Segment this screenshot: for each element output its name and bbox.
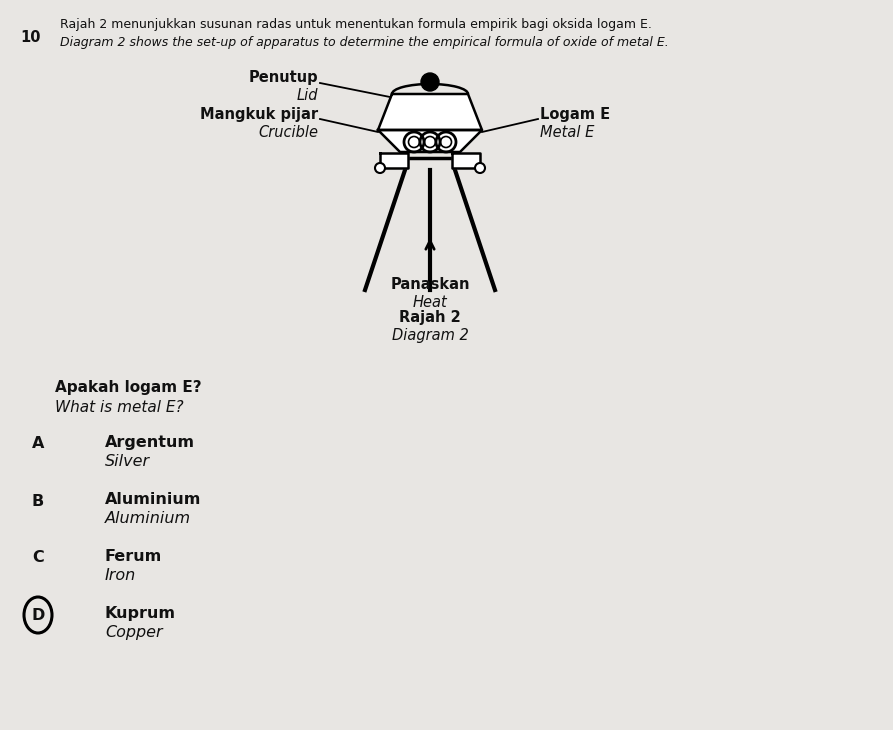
Text: Kuprum: Kuprum: [105, 606, 176, 621]
Circle shape: [421, 73, 439, 91]
Text: Rajah 2: Rajah 2: [399, 310, 461, 325]
Text: What is metal E?: What is metal E?: [55, 400, 184, 415]
Text: Diagram 2 shows the set-up of apparatus to determine the empirical formula of ox: Diagram 2 shows the set-up of apparatus …: [60, 36, 669, 49]
Text: Heat: Heat: [413, 295, 447, 310]
Text: Panaskan: Panaskan: [390, 277, 470, 292]
Text: Metal E: Metal E: [540, 125, 595, 140]
Text: Rajah 2 menunjukkan susunan radas untuk menentukan formula empirik bagi oksida l: Rajah 2 menunjukkan susunan radas untuk …: [60, 18, 652, 31]
Text: B: B: [32, 493, 44, 509]
Circle shape: [475, 163, 485, 173]
Text: Aluminium: Aluminium: [105, 492, 202, 507]
Text: Argentum: Argentum: [105, 435, 195, 450]
Polygon shape: [378, 94, 482, 130]
Circle shape: [375, 163, 385, 173]
Text: Crucible: Crucible: [258, 125, 318, 140]
Polygon shape: [380, 153, 408, 168]
Polygon shape: [378, 130, 482, 152]
Text: C: C: [32, 550, 44, 566]
Polygon shape: [452, 153, 480, 168]
Text: Lid: Lid: [296, 88, 318, 103]
Text: Diagram 2: Diagram 2: [392, 328, 468, 343]
Text: Copper: Copper: [105, 625, 163, 640]
Text: Silver: Silver: [105, 454, 150, 469]
Text: Aluminium: Aluminium: [105, 511, 191, 526]
Text: Iron: Iron: [105, 568, 137, 583]
Text: Apakah logam E?: Apakah logam E?: [55, 380, 202, 395]
Text: A: A: [32, 437, 44, 451]
Text: Penutup: Penutup: [248, 70, 318, 85]
Text: Logam E: Logam E: [540, 107, 610, 122]
Text: Ferum: Ferum: [105, 549, 163, 564]
Text: Mangkuk pijar: Mangkuk pijar: [200, 107, 318, 122]
Text: 10: 10: [20, 30, 40, 45]
Text: D: D: [31, 607, 45, 623]
